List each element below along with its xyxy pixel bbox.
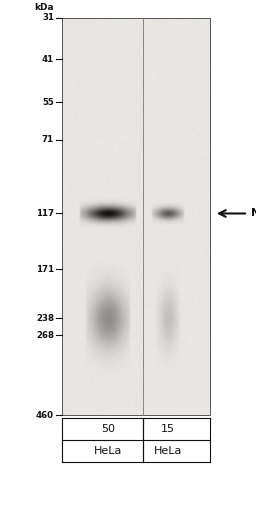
Bar — [62, 18, 210, 415]
Text: 41: 41 — [42, 55, 54, 64]
Text: 238: 238 — [36, 314, 54, 322]
Text: 268: 268 — [36, 331, 54, 340]
Text: kDa: kDa — [34, 3, 54, 12]
Text: 15: 15 — [161, 424, 175, 434]
Text: 460: 460 — [36, 410, 54, 420]
Text: HeLa: HeLa — [94, 446, 122, 456]
Text: HeLa: HeLa — [154, 446, 182, 456]
Text: 71: 71 — [42, 135, 54, 145]
Text: 117: 117 — [36, 209, 54, 218]
Text: NOP14: NOP14 — [251, 208, 256, 219]
Text: 50: 50 — [101, 424, 115, 434]
Text: 31: 31 — [42, 13, 54, 22]
Text: 55: 55 — [42, 98, 54, 107]
Text: 171: 171 — [36, 265, 54, 274]
